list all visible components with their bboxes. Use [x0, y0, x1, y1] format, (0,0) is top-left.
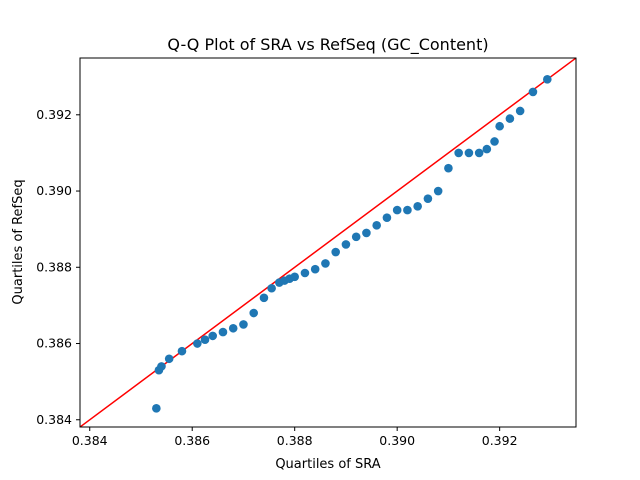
axis-ticks: 0.384 0.386 0.388 0.390 0.392 0.384 0.386 0.388…: [36, 107, 517, 448]
data-point: [152, 404, 161, 413]
x-tick-label: 0.390: [379, 433, 415, 448]
data-point: [543, 75, 552, 84]
y-axis-label: Quartiles of RefSeq: [11, 179, 26, 304]
data-point: [321, 259, 330, 268]
data-point: [157, 362, 166, 371]
y-tick-label: 0.388: [36, 259, 72, 274]
data-point: [505, 114, 515, 123]
x-tick-label: 0.388: [277, 433, 313, 448]
y-tick-label: 0.386: [36, 336, 72, 351]
data-point: [490, 137, 499, 146]
data-point: [464, 148, 474, 158]
data-point: [351, 232, 361, 242]
plot-frame: [79, 57, 577, 428]
data-point: [423, 194, 433, 203]
data-point: [218, 327, 228, 337]
data-point: [300, 268, 310, 278]
data-point: [474, 148, 484, 158]
x-tick-label: 0.392: [482, 433, 518, 448]
data-point: [290, 272, 299, 282]
data-point: [372, 221, 381, 230]
data-point: [392, 205, 402, 215]
chart-title: Q-Q Plot of SRA vs RefSeq (GC_Content): [167, 35, 488, 55]
data-point: [403, 205, 412, 215]
x-axis-label: Quartiles of SRA: [275, 457, 380, 472]
y-tick-label: 0.392: [36, 107, 72, 122]
x-tick-label: 0.386: [174, 433, 210, 448]
data-point: [331, 247, 340, 257]
data-point: [208, 331, 218, 341]
data-point: [454, 148, 463, 158]
data-point: [362, 228, 371, 238]
data-point: [528, 87, 538, 97]
data-point: [249, 308, 259, 318]
data-point: [177, 346, 187, 356]
data-point: [413, 201, 422, 211]
data-point: [164, 354, 174, 364]
data-point: [259, 293, 269, 303]
y-tick-label: 0.390: [36, 183, 72, 198]
data-point: [341, 240, 351, 249]
data-point: [495, 121, 504, 131]
data-point: [382, 213, 392, 223]
x-tick-label: 0.384: [72, 433, 108, 448]
data-point: [193, 339, 202, 348]
y-tick-label: 0.384: [36, 412, 72, 427]
data-point: [239, 320, 248, 329]
data-point: [200, 335, 210, 345]
plot-data-layer: [80, 58, 576, 427]
data-point: [228, 323, 238, 333]
data-point: [310, 264, 320, 274]
data-point: [267, 283, 276, 293]
data-point: [433, 186, 443, 196]
data-point: [444, 163, 453, 173]
data-point: [515, 106, 525, 116]
data-point: [482, 144, 492, 154]
